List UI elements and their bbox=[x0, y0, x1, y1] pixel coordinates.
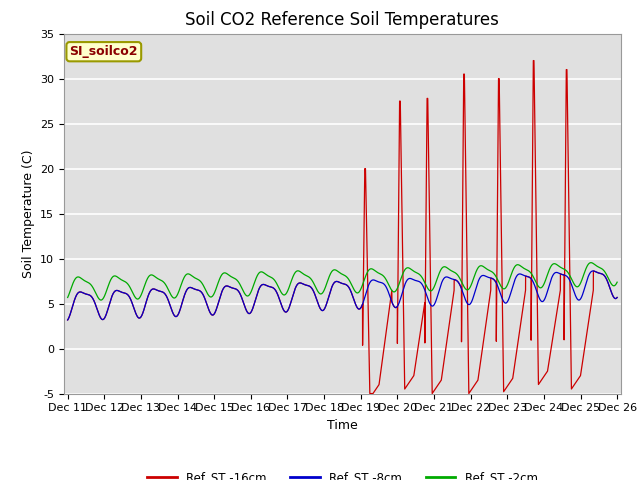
Text: SI_soilco2: SI_soilco2 bbox=[70, 45, 138, 58]
Title: Soil CO2 Reference Soil Temperatures: Soil CO2 Reference Soil Temperatures bbox=[186, 11, 499, 29]
Y-axis label: Soil Temperature (C): Soil Temperature (C) bbox=[22, 149, 35, 278]
Legend: Ref_ST -16cm, Ref_ST -8cm, Ref_ST -2cm: Ref_ST -16cm, Ref_ST -8cm, Ref_ST -2cm bbox=[143, 466, 542, 480]
X-axis label: Time: Time bbox=[327, 419, 358, 432]
